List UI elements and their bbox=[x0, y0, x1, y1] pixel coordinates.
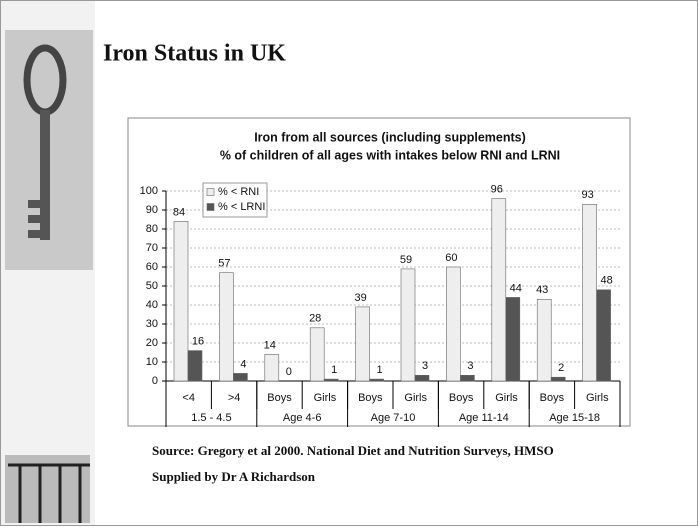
legend-swatch bbox=[206, 203, 215, 211]
x-tick-label: Girls bbox=[495, 392, 518, 404]
y-tick-label: 10 bbox=[146, 356, 158, 368]
y-tick-label: 50 bbox=[146, 280, 158, 292]
group-label: Age 15-18 bbox=[549, 412, 600, 424]
x-tick-label: Girls bbox=[404, 392, 427, 404]
legend-swatch bbox=[206, 188, 215, 196]
value-label: 93 bbox=[581, 189, 593, 201]
bar bbox=[187, 350, 203, 382]
y-tick-label: 60 bbox=[146, 261, 158, 273]
value-label: 2 bbox=[558, 362, 564, 374]
bar bbox=[400, 268, 416, 382]
legend-label: % < LRNI bbox=[218, 201, 265, 213]
value-label: 57 bbox=[218, 258, 230, 270]
bar bbox=[233, 373, 248, 382]
y-tick-label: 80 bbox=[146, 223, 158, 235]
x-tick-label: Boys bbox=[540, 392, 565, 404]
bar bbox=[536, 298, 552, 382]
legend-label: % < RNI bbox=[218, 186, 259, 198]
y-tick-label: 90 bbox=[146, 204, 158, 216]
value-label: 84 bbox=[173, 206, 185, 218]
value-label: 39 bbox=[354, 292, 366, 304]
value-label: 44 bbox=[510, 282, 522, 294]
group-label: Age 4-6 bbox=[283, 412, 322, 424]
group-label: 1.5 - 4.5 bbox=[191, 412, 231, 424]
bar bbox=[264, 354, 280, 382]
value-label: 3 bbox=[467, 360, 473, 372]
y-tick-label: 0 bbox=[152, 375, 158, 387]
value-label: 96 bbox=[491, 184, 503, 196]
bar bbox=[323, 378, 339, 382]
y-tick-label: 40 bbox=[146, 299, 158, 311]
y-tick-label: 20 bbox=[146, 337, 158, 349]
x-tick-label: <4 bbox=[182, 392, 195, 404]
value-label: 14 bbox=[264, 339, 276, 351]
bar bbox=[460, 374, 475, 382]
value-label: 16 bbox=[192, 336, 204, 348]
value-label: 0 bbox=[286, 366, 292, 378]
x-tick-label: Boys bbox=[267, 392, 292, 404]
value-label: 3 bbox=[422, 360, 428, 372]
value-label: 43 bbox=[536, 284, 548, 296]
bar bbox=[355, 306, 370, 382]
chart-title: Iron from all sources (including supplem… bbox=[254, 130, 526, 144]
x-tick-label: Boys bbox=[449, 392, 474, 404]
value-label: 59 bbox=[400, 254, 412, 266]
y-tick-label: 70 bbox=[146, 242, 158, 254]
bar bbox=[309, 327, 325, 382]
bar bbox=[369, 378, 384, 382]
value-label: 28 bbox=[309, 313, 321, 325]
value-label: 48 bbox=[600, 275, 612, 287]
y-tick-label: 100 bbox=[140, 185, 158, 197]
value-label: 4 bbox=[240, 358, 246, 370]
bar bbox=[505, 297, 521, 382]
chart-title: % of children of all ages with intakes b… bbox=[220, 148, 560, 162]
bar bbox=[219, 272, 234, 382]
x-tick-label: >4 bbox=[228, 392, 241, 404]
bar bbox=[446, 266, 461, 382]
slide-title: Iron Status in UK bbox=[103, 41, 286, 67]
value-label: 1 bbox=[377, 364, 383, 376]
group-label: Age 7-10 bbox=[371, 412, 416, 424]
bar bbox=[596, 289, 611, 382]
x-tick-label: Girls bbox=[314, 392, 337, 404]
source-text: Supplied by Dr A Richardson bbox=[152, 469, 316, 484]
value-label: 1 bbox=[331, 364, 337, 376]
y-tick-label: 30 bbox=[146, 318, 158, 330]
bar bbox=[173, 221, 189, 382]
source-text: Source: Gregory et al 2000. National Die… bbox=[152, 443, 554, 458]
x-tick-label: Boys bbox=[358, 392, 383, 404]
bar bbox=[582, 204, 597, 382]
bar bbox=[550, 376, 566, 382]
bar bbox=[491, 198, 507, 382]
x-tick-label: Girls bbox=[586, 392, 609, 404]
group-label: Age 11-14 bbox=[459, 412, 509, 424]
value-label: 60 bbox=[445, 252, 457, 264]
decor bbox=[1, 1, 95, 525]
bar bbox=[414, 374, 430, 382]
